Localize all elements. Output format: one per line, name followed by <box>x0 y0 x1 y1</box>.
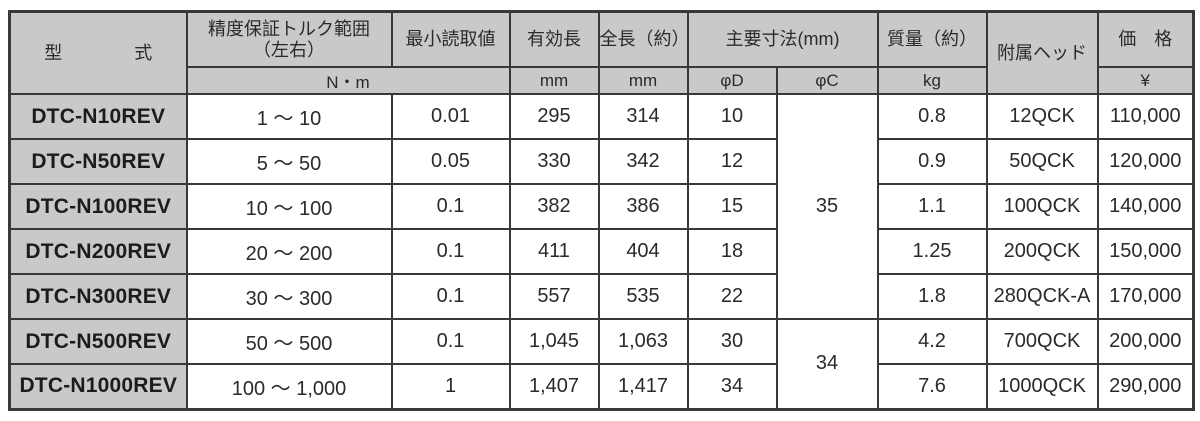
effective-length-cell: 1,407 <box>508 363 600 410</box>
unit-nm: N・m <box>185 66 511 95</box>
col-header-overall-length: 全長（約） <box>597 10 689 68</box>
model-cell: DTC-N500REV <box>8 318 188 365</box>
min-reading-cell: 0.1 <box>390 273 511 320</box>
torque-range-line2: （左右） <box>253 39 325 60</box>
min-reading-cell: 0.1 <box>390 183 511 230</box>
overall-length-cell: 535 <box>597 273 689 320</box>
mass-cell: 0.9 <box>876 138 988 185</box>
unit-mm-effective: mm <box>508 66 600 95</box>
min-reading-cell: 0.1 <box>390 318 511 365</box>
table-row: DTC-N50REV 5 ～ 50 0.05 330 342 12 0.9 50… <box>8 138 1195 185</box>
head-cell: 50QCK <box>985 138 1099 185</box>
price-cell: 110,000 <box>1096 93 1195 140</box>
head-cell: 700QCK <box>985 318 1099 365</box>
mass-cell: 7.6 <box>876 363 988 410</box>
col-header-main-dimensions: 主要寸法(mm) <box>686 10 879 68</box>
unit-phi-c: φC <box>775 66 879 95</box>
overall-length-cell: 1,417 <box>597 363 689 410</box>
torque-range-cell: 50 ～ 500 <box>185 318 393 365</box>
phi-d-cell: 12 <box>686 138 778 185</box>
torque-range-cell: 10 ～ 100 <box>185 183 393 230</box>
mass-cell: 0.8 <box>876 93 988 140</box>
effective-length-cell: 382 <box>508 183 600 230</box>
model-cell: DTC-N10REV <box>8 93 188 140</box>
table-row: DTC-N300REV 30 ～ 300 0.1 557 535 22 1.8 … <box>8 273 1195 320</box>
phi-d-cell: 30 <box>686 318 778 365</box>
model-cell: DTC-N50REV <box>8 138 188 185</box>
phi-d-cell: 18 <box>686 228 778 275</box>
col-header-torque-range: 精度保証トルク範囲 （左右） <box>185 10 393 68</box>
mass-cell: 1.1 <box>876 183 988 230</box>
head-cell: 1000QCK <box>985 363 1099 410</box>
table-row: DTC-N1000REV 100 ～ 1,000 1 1,407 1,417 3… <box>8 363 1195 410</box>
table-row: DTC-N10REV 1 ～ 10 0.01 295 314 10 35 0.8 … <box>8 93 1195 320</box>
overall-length-cell: 342 <box>597 138 689 185</box>
mass-cell: 4.2 <box>876 318 988 365</box>
head-cell: 12QCK <box>985 93 1099 140</box>
model-cell: DTC-N100REV <box>8 183 188 230</box>
torque-range-line1: 精度保証トルク範囲 <box>208 18 370 39</box>
price-cell: 120,000 <box>1096 138 1195 185</box>
price-cell: 170,000 <box>1096 273 1195 320</box>
mass-cell: 1.8 <box>876 273 988 320</box>
torque-range-cell: 1 ～ 10 <box>185 93 393 140</box>
col-header-mass: 質量（約） <box>876 10 988 68</box>
price-cell: 290,000 <box>1096 363 1195 410</box>
min-reading-cell: 1 <box>390 363 511 410</box>
overall-length-cell: 404 <box>597 228 689 275</box>
torque-range-cell: 30 ～ 300 <box>185 273 393 320</box>
model-cell: DTC-N200REV <box>8 228 188 275</box>
effective-length-cell: 557 <box>508 273 600 320</box>
effective-length-cell: 295 <box>508 93 600 140</box>
mass-cell: 1.25 <box>876 228 988 275</box>
model-cell: DTC-N1000REV <box>8 363 188 410</box>
min-reading-cell: 0.05 <box>390 138 511 185</box>
head-cell: 280QCK-A <box>985 273 1099 320</box>
effective-length-cell: 1,045 <box>508 318 600 365</box>
torque-range-cell: 100 ～ 1,000 <box>185 363 393 410</box>
torque-range-cell: 5 ～ 50 <box>185 138 393 185</box>
unit-phi-d: φD <box>686 66 778 95</box>
unit-yen: ¥ <box>1096 66 1195 95</box>
price-cell: 140,000 <box>1096 183 1195 230</box>
col-header-head: 附属ヘッド <box>985 10 1099 95</box>
col-header-effective-length: 有効長 <box>508 10 600 68</box>
phi-c-cell: 34 <box>775 318 879 410</box>
phi-d-cell: 22 <box>686 273 778 320</box>
overall-length-cell: 314 <box>597 93 689 140</box>
table-row: DTC-N500REV 50 ～ 500 0.1 1,045 1,063 30 3… <box>8 318 1195 410</box>
col-header-min-reading: 最小読取値 <box>390 10 511 68</box>
header-row-main: 型 式 精度保証トルク範囲 （左右） 最小読取値 有効長 全長（約） 主要寸法(… <box>8 10 1195 95</box>
head-cell: 200QCK <box>985 228 1099 275</box>
unit-kg: kg <box>876 66 988 95</box>
overall-length-cell: 1,063 <box>597 318 689 365</box>
col-header-model: 型 式 <box>8 10 188 95</box>
spec-table-body: DTC-N10REV 1 ～ 10 0.01 295 314 10 35 0.8 … <box>8 93 1195 410</box>
unit-mm-overall: mm <box>597 66 689 95</box>
price-cell: 150,000 <box>1096 228 1195 275</box>
torque-range-cell: 20 ～ 200 <box>185 228 393 275</box>
effective-length-cell: 330 <box>508 138 600 185</box>
model-cell: DTC-N300REV <box>8 273 188 320</box>
overall-length-cell: 386 <box>597 183 689 230</box>
phi-d-cell: 34 <box>686 363 778 410</box>
spec-table: 型 式 精度保証トルク範囲 （左右） 最小読取値 有効長 全長（約） 主要寸法(… <box>8 10 1196 411</box>
min-reading-cell: 0.01 <box>390 93 511 140</box>
col-header-price: 価 格 <box>1096 10 1195 68</box>
phi-d-cell: 15 <box>686 183 778 230</box>
header-row-units: N・m mm mm φD φC kg ¥ <box>10 66 1195 95</box>
min-reading-cell: 0.1 <box>390 228 511 275</box>
effective-length-cell: 411 <box>508 228 600 275</box>
table-row: DTC-N100REV 10 ～ 100 0.1 382 386 15 1.1 … <box>8 183 1195 230</box>
table-row: DTC-N200REV 20 ～ 200 0.1 411 404 18 1.25… <box>8 228 1195 275</box>
phi-c-cell: 35 <box>775 93 879 320</box>
phi-d-cell: 10 <box>686 93 778 140</box>
head-cell: 100QCK <box>985 183 1099 230</box>
price-cell: 200,000 <box>1096 318 1195 365</box>
